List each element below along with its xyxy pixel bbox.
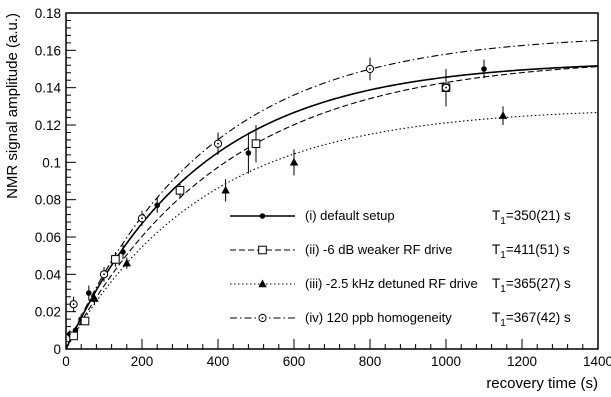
data-point-series-2-3	[111, 251, 120, 267]
point-marker	[481, 66, 487, 72]
y-tick-label: 0.1	[42, 155, 61, 170]
point-marker	[289, 157, 299, 166]
point-marker	[69, 331, 78, 341]
y-tick-label: 0.08	[35, 193, 61, 208]
data-point-series-1-7	[245, 132, 252, 174]
point-marker	[175, 186, 185, 195]
point-marker	[498, 111, 508, 119]
data-point-series-4-2	[99, 266, 109, 282]
legend-label: (i) default setup	[305, 208, 395, 223]
legend-marker	[259, 213, 266, 219]
legend-entry-2: (ii) -6 dB weaker RF drive T1=411(51) s	[230, 242, 570, 261]
legend-label: (iv) 120 ppb homogeneity	[305, 310, 452, 325]
y-axis-ticks: 0 0.02 0.04 0.06 0.08 0.1 0.12 0.14 0.16 0.18	[35, 6, 76, 357]
legend-t1-value: T1=367(42) s	[492, 310, 571, 329]
fit-curve-series-4	[65, 39, 599, 350]
point-marker	[99, 270, 109, 279]
data-point-series-4-3	[137, 210, 147, 226]
data-point-series-4-5	[365, 57, 375, 81]
legend-entry-3: (iii) -2.5 kHz detuned RF drive T1=365(27…	[230, 276, 571, 295]
legend-label: (iii) -2.5 kHz detuned RF drive	[305, 276, 478, 291]
data-point-series-2-4	[175, 182, 185, 198]
point-marker	[122, 258, 131, 267]
legend-label: (ii) -6 dB weaker RF drive	[305, 242, 452, 257]
data-point-series-3-3	[221, 179, 230, 202]
point-marker	[111, 255, 120, 264]
y-tick-label: 0.04	[35, 267, 62, 282]
x-tick-label: 600	[283, 354, 306, 369]
y-axis-label: NMR signal amplitude (a.u.)	[4, 13, 21, 199]
data-point-series-2-2	[80, 316, 90, 326]
x-tick-label: 400	[207, 354, 230, 369]
data-point-series-1-9	[481, 59, 487, 79]
data-point-series-2-1	[69, 331, 78, 341]
y-tick-label: 0.14	[35, 81, 62, 96]
point-marker	[120, 249, 126, 255]
x-axis-ticks: 0 200 400 600 800 1000 1200 1400	[62, 339, 611, 369]
y-tick-label: 0	[53, 342, 61, 357]
point-marker	[137, 214, 147, 223]
y-tick-label: 0.16	[35, 43, 61, 58]
x-axis-label: recovery time (s)	[486, 375, 598, 392]
data-point-series-1-6	[154, 197, 160, 213]
data-point-series-1-5	[120, 244, 126, 260]
x-tick-label: 200	[131, 354, 154, 369]
fit-curve-series-1	[65, 65, 599, 350]
point-marker	[251, 139, 261, 148]
point-marker	[154, 202, 160, 209]
fit-curve-series-2	[65, 66, 599, 350]
point-marker	[221, 185, 230, 194]
x-tick-label: 1200	[507, 354, 537, 369]
point-marker	[86, 290, 92, 296]
x-tick-label: 0	[62, 354, 70, 369]
legend-t1-value: T1=350(21) s	[492, 208, 571, 227]
data-point-series-3-1	[90, 293, 99, 305]
x-tick-label: 800	[359, 354, 382, 369]
point-marker	[441, 83, 451, 92]
legend-entry-4: (iv) 120 ppb homogeneity T1=367(42) s	[230, 310, 571, 329]
data-point-series-4-6	[441, 76, 451, 99]
x-tick-label: 1000	[431, 354, 461, 369]
point-marker	[365, 64, 375, 74]
legend: (i) default setup T1=350(21) s (ii) -6 dB …	[230, 208, 571, 329]
legend-t1-value: T1=411(51) s	[492, 242, 570, 261]
fit-curve-series-3	[65, 111, 599, 350]
data-point-series-3-4	[289, 149, 299, 176]
data-point-series-3-2	[122, 257, 131, 269]
legend-marker	[258, 279, 267, 288]
data-point-series-4-4	[213, 132, 223, 155]
legend-entry-1: (i) default setup T1=350(21) s	[230, 208, 571, 227]
y-tick-label: 0.18	[35, 6, 61, 21]
point-marker	[80, 316, 90, 326]
point-marker	[245, 150, 252, 156]
legend-t1-value: T1=365(27) s	[492, 276, 571, 295]
plot-frame	[65, 12, 599, 350]
x-tick-label: 1400	[583, 354, 611, 369]
legend-marker	[258, 313, 267, 323]
data-point-series-4-1	[69, 296, 78, 312]
point-marker	[90, 294, 99, 302]
y-tick-label: 0.06	[35, 230, 61, 245]
data-markers	[67, 57, 508, 341]
point-marker	[69, 300, 78, 309]
fit-curves	[65, 39, 599, 350]
y-tick-label: 0.12	[35, 118, 61, 133]
data-point-series-1-4	[86, 285, 92, 301]
data-point-series-2-5	[251, 125, 261, 163]
legend-marker	[258, 245, 267, 255]
point-marker	[213, 139, 223, 148]
y-tick-label: 0.02	[35, 305, 61, 320]
data-point-series-3-5	[498, 106, 508, 125]
